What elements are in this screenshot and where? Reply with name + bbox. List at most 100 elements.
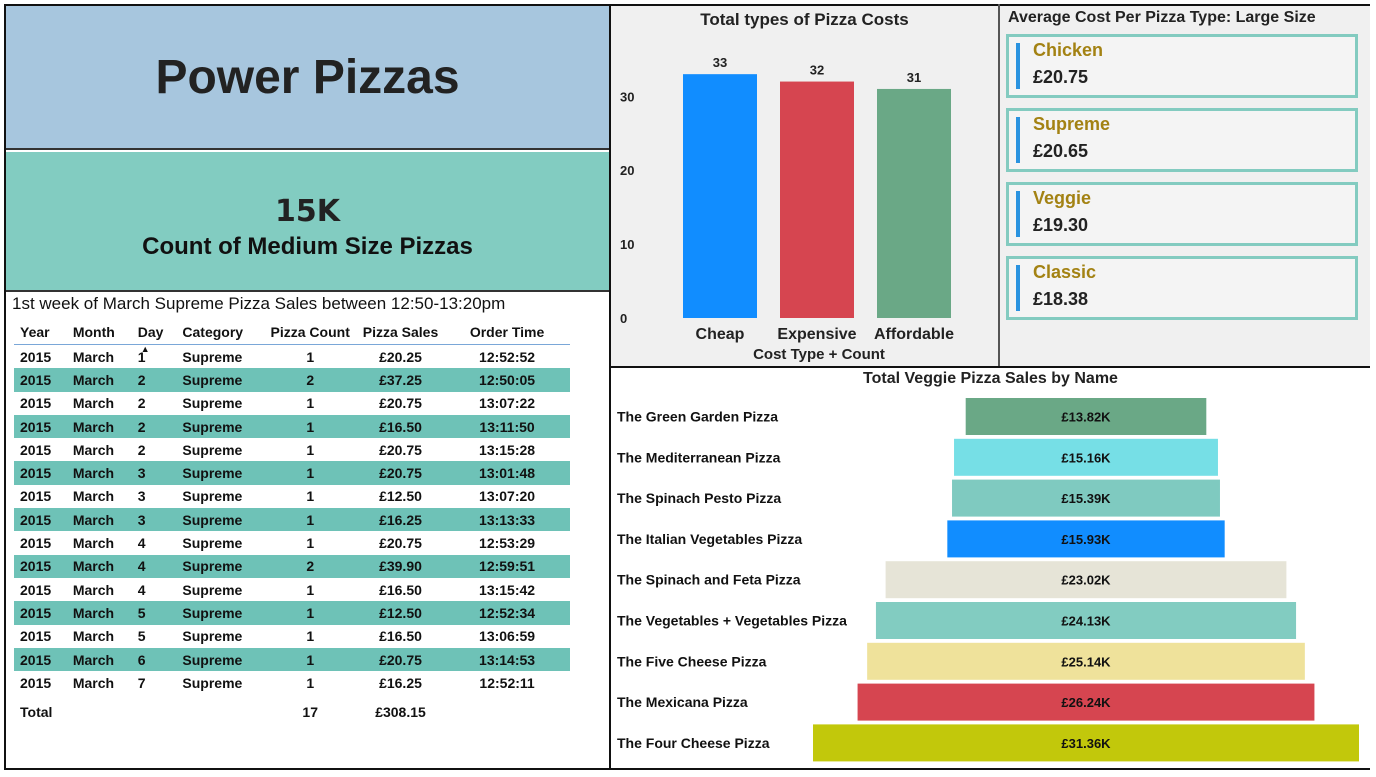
data-label: 33: [713, 55, 727, 70]
cell-year: 2015: [20, 674, 52, 691]
cost-chart-title: Total types of Pizza Costs: [700, 10, 909, 29]
funnel-bar[interactable]: [952, 479, 1220, 517]
bar-expensive[interactable]: [780, 81, 854, 318]
table-row[interactable]: 2015 March 6 Supreme 1 £20.75 13:14:53: [14, 647, 570, 672]
category-label: The Four Cheese Pizza: [617, 735, 770, 751]
table-row[interactable]: 2015 March 7 Supreme 1 £16.25 12:52:11: [14, 671, 570, 694]
category-label: The Vegetables + Vegetables Pizza: [617, 613, 847, 629]
cell-day: 4: [135, 554, 183, 578]
funnel-bar[interactable]: [867, 642, 1305, 680]
cell-pizza-sales: £20.75: [356, 647, 445, 672]
cell-category: Supreme: [182, 601, 264, 625]
card-supreme[interactable]: Supreme £20.65: [1006, 108, 1358, 172]
table-row[interactable]: 2015 March 4 Supreme 1 £16.50 13:15:42: [14, 578, 570, 601]
table-row[interactable]: 2015 March 5 Supreme 1 £16.50 13:06:59: [14, 625, 570, 648]
cell-day: 2: [137, 441, 146, 458]
panel-divider: [998, 4, 1000, 368]
veggie-sales-chart-panel[interactable]: Total Veggie Pizza Sales by Name The Gre…: [611, 368, 1370, 768]
funnel-bar[interactable]: [954, 438, 1218, 476]
column-header-day[interactable]: Day ▲: [136, 320, 183, 354]
bar-cheap[interactable]: [683, 74, 757, 319]
cell-month: March: [72, 508, 136, 532]
table-row[interactable]: 2015 March 3 Supreme 1 £12.50 13:07:20: [14, 485, 570, 508]
cell-pizza-count: 1: [306, 581, 315, 598]
table-row[interactable]: 2015 March 4 Supreme 2 £39.90 12:59:51: [14, 554, 570, 578]
category-label: The Five Cheese Pizza: [617, 653, 767, 669]
column-header-day-label: Day: [137, 324, 164, 340]
data-label: £13.82K: [1061, 410, 1111, 425]
sales-table-panel[interactable]: 1st week of March Supreme Pizza Sales be…: [12, 294, 574, 724]
cell-category: Supreme: [182, 488, 243, 505]
cell-order-time: 13:15:28: [479, 441, 536, 458]
cell-order-time: 13:11:50: [444, 414, 570, 439]
table-row[interactable]: 2015 March 2 Supreme 2 £37.25 12:50:05: [14, 368, 570, 392]
y-tick-label: 20: [620, 163, 634, 178]
table-row[interactable]: 2015 March 2 Supreme 1 £20.75 13:07:22: [14, 392, 570, 415]
table-header-row: Year Month Day ▲ Category Pizza Count Piz…: [14, 320, 570, 354]
table-row[interactable]: 2015 March 3 Supreme 1 £20.75 13:01:48: [14, 461, 570, 485]
column-header-order-time[interactable]: Order Time: [469, 324, 545, 340]
table-row[interactable]: 2015 March 3 Supreme 1 £16.25 13:13:33: [14, 508, 570, 532]
table-row[interactable]: 2015 March 2 Supreme 1 £16.50 13:11:50: [14, 414, 570, 439]
cell-category: Supreme: [182, 554, 264, 578]
table-row[interactable]: 2015 March 1 Supreme 1 £20.25 12:52:52: [14, 345, 570, 369]
cell-year: 2015: [20, 395, 52, 412]
sales-table-title: 1st week of March Supreme Pizza Sales be…: [12, 294, 506, 313]
funnel-bar[interactable]: [947, 520, 1225, 558]
x-tick-label: Expensive: [777, 326, 856, 343]
cell-pizza-sales: £12.50: [379, 488, 422, 505]
funnel-bar[interactable]: [965, 398, 1207, 435]
cell-pizza-sales: £20.75: [379, 535, 422, 552]
cost-types-bar-chart[interactable]: 0 10 20 30 33 Cheap 32 Expensive 31 Affordable Cos…: [611, 6, 998, 366]
cell-category: Supreme: [182, 628, 243, 645]
table-row[interactable]: 2015 March 4 Supreme 1 £20.75 12:53:29: [14, 531, 570, 554]
cell-order-time: 13:13:33: [444, 508, 570, 532]
cell-category: Supreme: [182, 395, 243, 412]
bar-affordable[interactable]: [877, 88, 951, 318]
data-label: 31: [907, 70, 921, 85]
card-value: £20.75: [1033, 67, 1089, 87]
cell-year: 2015: [20, 628, 52, 645]
data-label: £23.02K: [1061, 573, 1111, 588]
category-label: The Mexicana Pizza: [617, 694, 748, 710]
funnel-bar[interactable]: [857, 683, 1315, 721]
cell-pizza-sales: £16.25: [356, 508, 445, 532]
column-header-year[interactable]: Year: [20, 324, 50, 340]
kpi-value: 15K: [275, 194, 340, 229]
column-header-month[interactable]: Month: [72, 324, 115, 340]
y-tick-label: 30: [620, 89, 634, 104]
card-veggie[interactable]: Veggie £19.30: [1006, 182, 1358, 246]
column-header-category[interactable]: Category: [182, 324, 244, 340]
x-tick-label: Affordable: [874, 326, 954, 343]
cell-order-time: 13:07:22: [479, 395, 536, 412]
table-row[interactable]: 2015 March 2 Supreme 1 £20.75 13:15:28: [14, 438, 570, 461]
cell-month: March: [72, 348, 115, 365]
cell-year: 2015: [14, 647, 73, 672]
card-classic[interactable]: Classic £18.38: [1006, 256, 1358, 320]
cell-month: March: [72, 628, 115, 645]
cell-category: Supreme: [182, 414, 264, 439]
funnel-bar[interactable]: [813, 724, 1359, 762]
funnel-bar[interactable]: [885, 561, 1287, 599]
sales-table[interactable]: Year Month Day ▲ Category Pizza Count Piz…: [14, 320, 570, 724]
cell-category: Supreme: [182, 674, 243, 691]
data-label: £15.16K: [1061, 450, 1111, 465]
cost-types-chart-panel[interactable]: Total types of Pizza Costs 0 10 20 30 33 Chea…: [611, 6, 998, 366]
data-label: 32: [810, 63, 824, 78]
average-cost-title: Average Cost Per Pizza Type: Large Size: [1008, 9, 1316, 26]
table-row[interactable]: 2015 March 5 Supreme 1 £12.50 12:52:34: [14, 601, 570, 625]
cell-day: 2: [137, 395, 146, 412]
cell-month: March: [72, 674, 115, 691]
cell-pizza-count: 2: [263, 368, 357, 392]
funnel-bar[interactable]: [875, 602, 1297, 639]
column-header-pizza-sales[interactable]: Pizza Sales: [362, 324, 439, 340]
cell-category: Supreme: [182, 508, 264, 532]
veggie-sales-funnel-chart[interactable]: The Green Garden Pizza £13.82K The Mediter…: [611, 368, 1370, 768]
cell-pizza-sales: £12.50: [356, 601, 445, 625]
cell-pizza-count: 1: [263, 414, 357, 439]
kpi-card[interactable]: 15K Count of Medium Size Pizzas: [6, 152, 609, 292]
cell-pizza-sales: £39.90: [356, 554, 445, 578]
card-accent-bar: [1016, 191, 1020, 237]
column-header-pizza-count[interactable]: Pizza Count: [270, 324, 350, 340]
card-chicken[interactable]: Chicken £20.75: [1006, 34, 1358, 98]
